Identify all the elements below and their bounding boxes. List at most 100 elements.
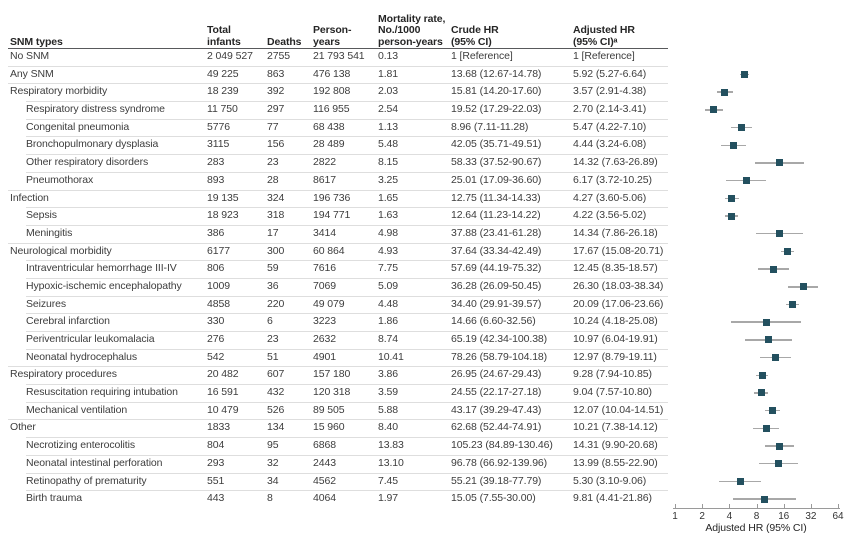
row-divider <box>26 331 668 333</box>
row-divider <box>26 171 668 173</box>
row-label: Sepsis <box>26 209 57 222</box>
cell-deaths: 6 <box>267 315 273 328</box>
cell-total-infants: 1009 <box>207 279 230 292</box>
column-header-snm-types: SNM types <box>10 35 63 48</box>
cell-person-years: 157 180 <box>313 368 351 381</box>
cell-person-years: 8617 <box>313 173 336 186</box>
x-axis-tick <box>838 504 839 508</box>
cell-crude-hr: 43.17 (39.29-47.43) <box>451 403 542 416</box>
row-label: Retinopathy of prematurity <box>26 474 147 487</box>
cell-mortality-rate: 3.59 <box>378 386 399 399</box>
cell-total-infants: 5776 <box>207 120 230 133</box>
x-axis-tick-label: 64 <box>832 511 844 522</box>
row-label: Hypoxic-ischemic encephalopathy <box>26 279 182 292</box>
estimate-marker <box>789 301 797 308</box>
estimate-marker <box>770 265 778 273</box>
cell-deaths: 36 <box>267 279 279 292</box>
cell-mortality-rate: 5.09 <box>378 279 399 292</box>
cell-deaths: 318 <box>267 209 285 222</box>
cell-deaths: 8 <box>267 492 273 505</box>
row-label: Respiratory procedures <box>10 368 117 381</box>
row-label: Other <box>10 421 36 434</box>
cell-total-infants: 804 <box>207 439 225 452</box>
row-label: Necrotizing enterocolitis <box>26 439 135 452</box>
cell-total-infants: 49 225 <box>207 67 239 80</box>
row-label: Neonatal hydrocephalus <box>26 350 138 363</box>
estimate-marker <box>721 88 729 96</box>
cell-mortality-rate: 10.41 <box>378 350 404 363</box>
estimate-marker <box>738 124 746 132</box>
cell-deaths: 392 <box>267 85 285 98</box>
estimate-marker <box>741 71 749 79</box>
cell-deaths: 220 <box>267 297 285 310</box>
cell-deaths: 300 <box>267 244 285 257</box>
estimate-marker <box>799 283 807 291</box>
cell-deaths: 607 <box>267 368 285 381</box>
cell-total-infants: 6177 <box>207 244 230 257</box>
row-divider <box>26 472 668 474</box>
cell-person-years: 15 960 <box>313 421 345 434</box>
cell-adjusted-hr: 5.30 (3.10-9.06) <box>573 474 647 487</box>
cell-crude-hr: 57.69 (44.19-75.32) <box>451 262 542 275</box>
cell-adjusted-hr: 10.97 (6.04-19.91) <box>573 333 658 346</box>
cell-person-years: 196 736 <box>313 191 351 204</box>
column-header-adjusted-hr: Adjusted HR (95% CI)ᵃ <box>573 24 635 48</box>
row-divider <box>26 136 668 138</box>
row-label: Seizures <box>26 297 67 310</box>
cell-person-years: 28 489 <box>313 138 345 151</box>
row-divider <box>26 207 668 209</box>
cell-mortality-rate: 2.54 <box>378 103 399 116</box>
cell-person-years: 120 318 <box>313 386 351 399</box>
cell-adjusted-hr: 12.45 (8.35-18.57) <box>573 262 658 275</box>
row-label: Mechanical ventilation <box>26 403 128 416</box>
cell-crude-hr: 25.01 (17.09-36.60) <box>451 173 542 186</box>
estimate-marker <box>710 106 718 114</box>
cell-deaths: 32 <box>267 456 279 469</box>
cell-person-years: 3223 <box>313 315 336 328</box>
cell-mortality-rate: 13.83 <box>378 439 404 452</box>
cell-deaths: 34 <box>267 474 279 487</box>
row-label: Periventricular leukomalacia <box>26 333 155 346</box>
row-label: Resuscitation requiring intubation <box>26 386 178 399</box>
cell-deaths: 324 <box>267 191 285 204</box>
column-header-mortality-rate: Mortality rate, No./1000 person-years <box>378 12 446 48</box>
cell-adjusted-hr: 9.04 (7.57-10.80) <box>573 386 652 399</box>
cell-adjusted-hr: 20.09 (17.06-23.66) <box>573 297 664 310</box>
cell-adjusted-hr: 5.92 (5.27-6.64) <box>573 67 647 80</box>
estimate-marker <box>784 247 792 255</box>
cell-crude-hr: 55.21 (39.18-77.79) <box>451 474 542 487</box>
cell-adjusted-hr: 13.99 (8.55-22.90) <box>573 456 658 469</box>
cell-crude-hr: 13.68 (12.67-14.78) <box>451 67 542 80</box>
row-divider <box>26 295 668 297</box>
cell-total-infants: 3115 <box>207 138 230 151</box>
estimate-marker <box>774 460 782 468</box>
row-divider <box>8 419 668 421</box>
cell-mortality-rate: 2.03 <box>378 85 399 98</box>
estimate-marker <box>762 318 770 326</box>
row-label: No SNM <box>10 50 50 62</box>
row-divider <box>26 154 668 156</box>
cell-adjusted-hr: 4.27 (3.60-5.06) <box>573 191 647 204</box>
cell-adjusted-hr: 9.28 (7.94-10.85) <box>573 368 652 381</box>
estimate-marker <box>775 230 783 238</box>
x-axis <box>673 508 840 509</box>
cell-mortality-rate: 4.48 <box>378 297 399 310</box>
row-divider <box>26 277 668 279</box>
cell-total-infants: 18 239 <box>207 85 239 98</box>
row-label: Meningitis <box>26 226 73 239</box>
cell-adjusted-hr: 6.17 (3.72-10.25) <box>573 173 652 186</box>
cell-adjusted-hr: 5.47 (4.22-7.10) <box>573 120 647 133</box>
row-divider <box>26 490 668 492</box>
estimate-marker <box>775 159 783 167</box>
x-axis-tick-label: 8 <box>753 511 760 522</box>
cell-adjusted-hr: 9.81 (4.41-21.86) <box>573 492 652 505</box>
cell-person-years: 4901 <box>313 350 336 363</box>
cell-person-years: 7069 <box>313 279 336 292</box>
cell-mortality-rate: 1.65 <box>378 191 399 204</box>
estimate-marker <box>765 336 773 344</box>
cell-deaths: 2755 <box>267 50 290 62</box>
cell-person-years: 49 079 <box>313 297 345 310</box>
x-axis-tick-label: 16 <box>778 511 790 522</box>
column-header-deaths: Deaths <box>267 35 302 48</box>
row-label: Neonatal intestinal perforation <box>26 456 163 469</box>
